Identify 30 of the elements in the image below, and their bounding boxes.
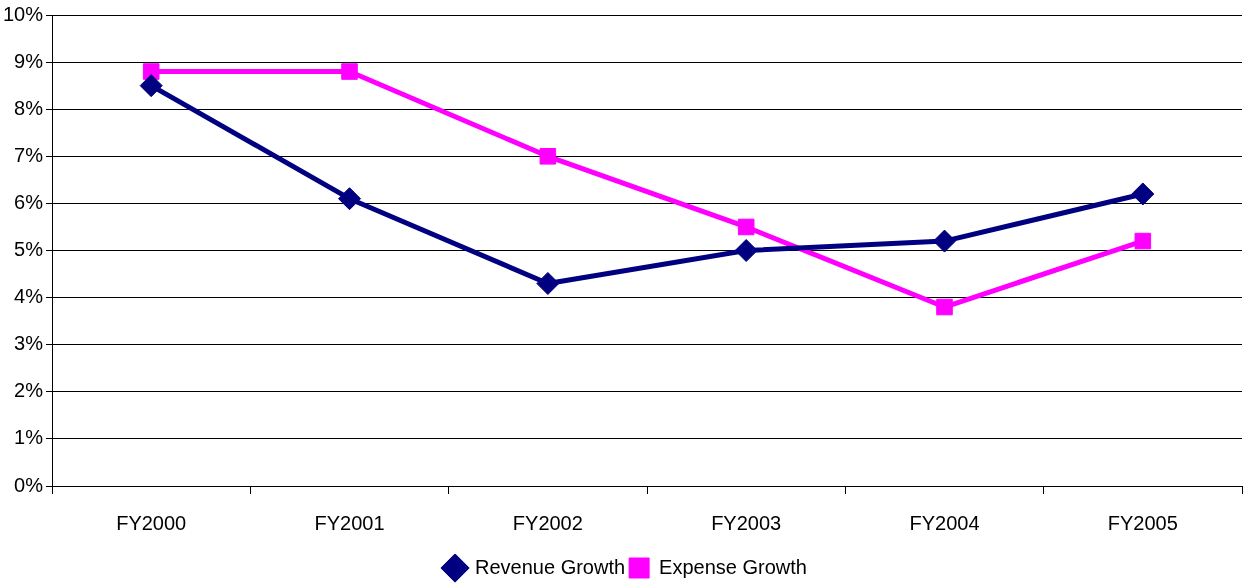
y-tick-label: 8% (14, 96, 44, 119)
y-tick-label: 4% (14, 285, 44, 308)
y-tick-label: 0% (14, 473, 44, 496)
point (341, 63, 358, 80)
x-tick-label: FY2000 (116, 511, 187, 534)
x-tick-label: FY2005 (1107, 511, 1178, 534)
point (536, 271, 560, 295)
point (1134, 232, 1152, 250)
y-tick-label: 9% (14, 49, 44, 72)
point (933, 229, 957, 253)
y-tick-label: 6% (14, 190, 44, 213)
point (1131, 182, 1155, 206)
x-tick-label: FY2001 (314, 511, 385, 534)
legend-label: Expense Growth (659, 555, 807, 578)
point (737, 218, 755, 236)
y-tick-label: 1% (14, 426, 44, 449)
point (936, 298, 953, 316)
y-tick-label: 2% (14, 379, 44, 402)
legend-label: Revenue Growth (475, 555, 626, 578)
x-tick-label: FY2004 (909, 511, 980, 534)
y-tick-label: 5% (14, 238, 44, 261)
point (734, 239, 758, 262)
x-tick-label: FY2003 (711, 511, 782, 534)
y-tick-label: 3% (14, 332, 44, 355)
x-tick-label: FY2002 (512, 511, 583, 534)
point (539, 148, 557, 165)
point (338, 187, 362, 211)
y-tick-label: 10% (3, 2, 44, 25)
point (139, 74, 163, 98)
y-tick-label: 7% (14, 143, 44, 166)
